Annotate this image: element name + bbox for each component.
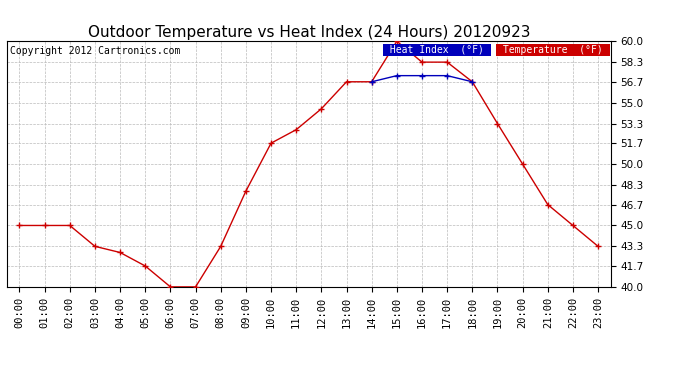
- Title: Outdoor Temperature vs Heat Index (24 Hours) 20120923: Outdoor Temperature vs Heat Index (24 Ho…: [88, 25, 530, 40]
- Text: Heat Index  (°F): Heat Index (°F): [384, 45, 490, 55]
- Text: Copyright 2012 Cartronics.com: Copyright 2012 Cartronics.com: [10, 46, 180, 56]
- Text: Temperature  (°F): Temperature (°F): [497, 45, 609, 55]
